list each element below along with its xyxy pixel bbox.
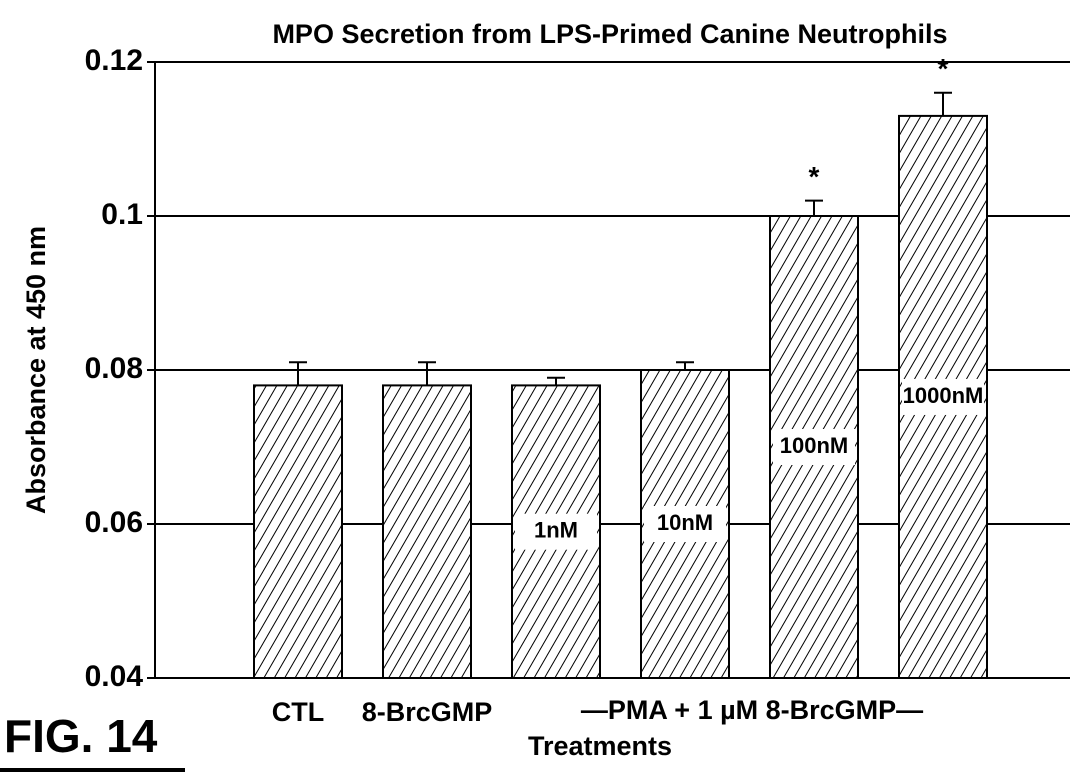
y-axis-label: Absorbance at 450 nm bbox=[21, 226, 51, 514]
bar-label: 1000nM bbox=[903, 383, 984, 408]
group-label: —PMA + 1 µM 8-BrcGMP— bbox=[581, 695, 923, 725]
bar bbox=[253, 384, 343, 679]
y-tick-label: 0.1 bbox=[101, 198, 143, 231]
bar-label: 1nM bbox=[534, 518, 578, 543]
significance-marker: * bbox=[938, 53, 949, 84]
y-tick-label: 0.12 bbox=[85, 44, 143, 77]
y-tick-label: 0.04 bbox=[85, 660, 144, 693]
y-tick-label: 0.08 bbox=[85, 352, 143, 385]
bar-label: 100nM bbox=[780, 433, 848, 458]
x-tick-label: 8-BrcGMP bbox=[362, 697, 493, 727]
figure-label: FIG. 14 bbox=[4, 710, 158, 762]
label-background bbox=[644, 506, 726, 542]
bar bbox=[382, 384, 472, 679]
bar-label: 10nM bbox=[657, 510, 713, 535]
label-background bbox=[773, 429, 855, 465]
label-background bbox=[515, 513, 597, 550]
label-background bbox=[902, 378, 984, 415]
chart-title: MPO Secretion from LPS-Primed Canine Neu… bbox=[272, 19, 947, 49]
x-tick-label: CTL bbox=[272, 697, 324, 727]
x-axis-label: Treatments bbox=[528, 731, 672, 761]
significance-marker: * bbox=[809, 161, 820, 192]
y-tick-label: 0.06 bbox=[85, 506, 143, 539]
